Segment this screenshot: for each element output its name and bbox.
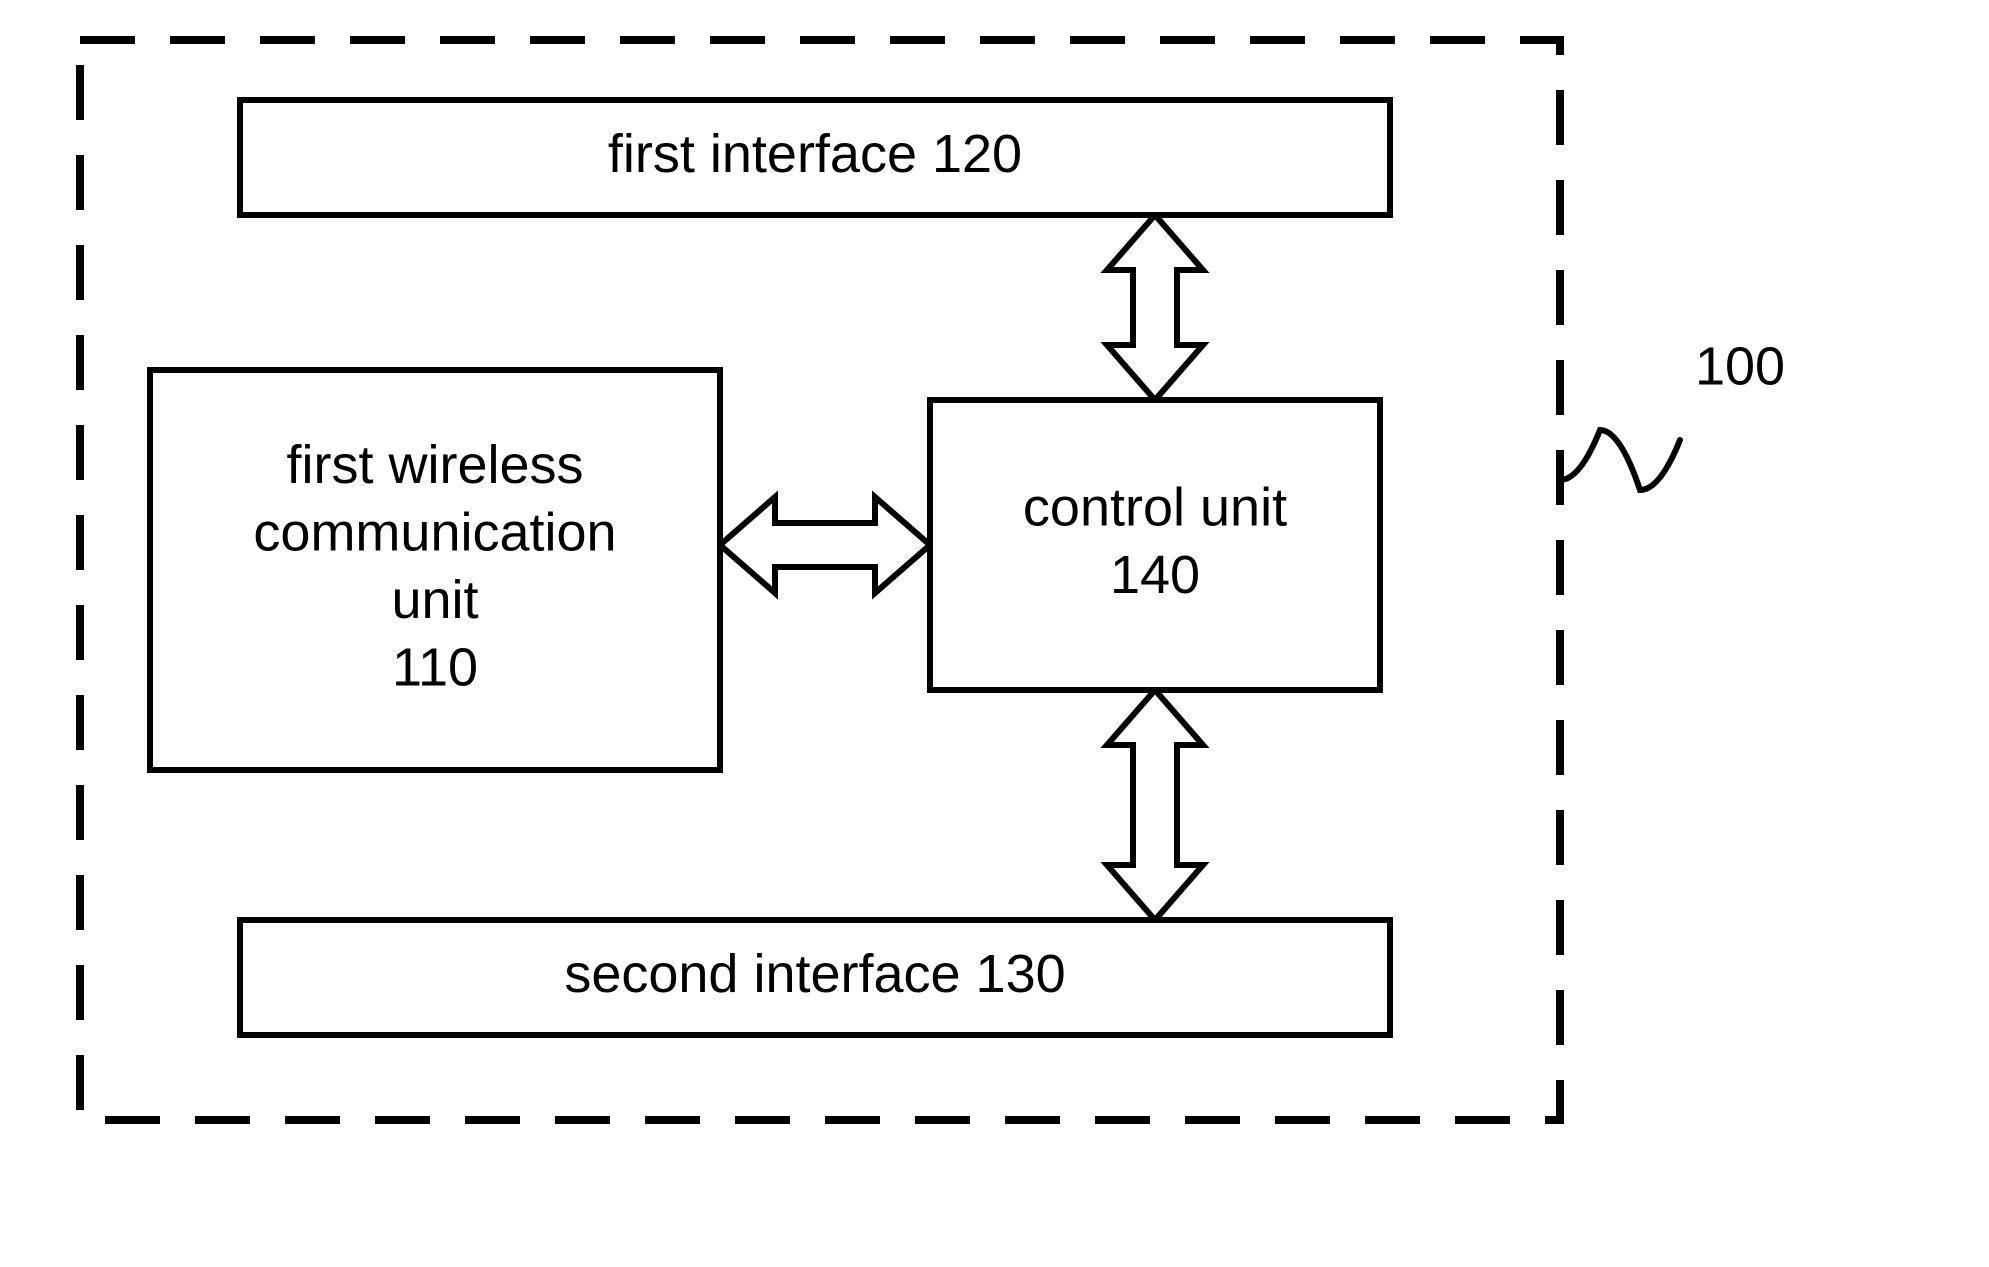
connector-control_to_second_interface: [1107, 690, 1203, 920]
node-label-second_interface: second interface 130: [564, 944, 1065, 1004]
connector-wireless_to_control: [720, 497, 930, 593]
node-label-first_wireless: 110: [392, 638, 478, 698]
node-label-first_interface: first interface 120: [608, 124, 1022, 184]
node-label-first_wireless: first wireless: [286, 435, 583, 495]
node-label-first_wireless: communication: [253, 503, 616, 563]
node-label-first_wireless: unit: [391, 570, 478, 630]
node-label-control_unit: 140: [1110, 545, 1200, 605]
callout-label: 100: [1695, 336, 1785, 396]
node-label-control_unit: control unit: [1023, 478, 1287, 538]
connector-control_to_first_interface: [1107, 215, 1203, 400]
callout-leader: [1560, 430, 1680, 490]
